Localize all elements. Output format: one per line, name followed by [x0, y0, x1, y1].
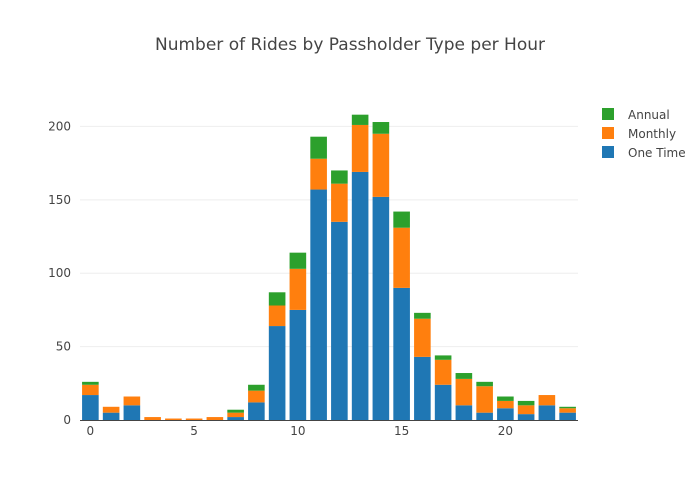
- y-tick-label: 200: [48, 119, 71, 133]
- y-tick-label: 150: [48, 193, 71, 207]
- bar-segment-one-time[interactable]: [497, 408, 514, 420]
- bar-segment-monthly[interactable]: [497, 400, 514, 409]
- bar-segment-monthly[interactable]: [165, 418, 182, 420]
- legend-item-one-time[interactable]: One Time: [602, 146, 686, 160]
- legend-label: Annual: [628, 108, 670, 122]
- bar-segment-annual[interactable]: [455, 373, 473, 379]
- bar-segment-monthly[interactable]: [310, 158, 327, 190]
- bar-segment-one-time[interactable]: [414, 356, 431, 420]
- legend-swatch: [602, 146, 614, 158]
- bar-segment-monthly[interactable]: [123, 396, 141, 406]
- legend-swatch: [602, 108, 614, 120]
- x-tick-label: 5: [190, 424, 198, 438]
- chart-title: Number of Rides by Passholder Type per H…: [155, 35, 545, 55]
- bar-segment-monthly[interactable]: [144, 417, 161, 420]
- x-tick-label: 20: [498, 424, 513, 438]
- bar-segment-monthly[interactable]: [82, 384, 99, 396]
- bar-segment-annual[interactable]: [82, 381, 99, 385]
- bar-segment-one-time[interactable]: [331, 221, 348, 420]
- bar-segment-one-time[interactable]: [82, 395, 99, 420]
- bar-segment-annual[interactable]: [517, 400, 535, 406]
- bar-segment-annual[interactable]: [497, 396, 514, 401]
- bar-segment-one-time[interactable]: [248, 402, 265, 420]
- bar-segment-one-time[interactable]: [289, 309, 307, 420]
- bar-segment-monthly[interactable]: [102, 406, 120, 413]
- bar-segment-annual[interactable]: [351, 114, 369, 125]
- bar-segment-monthly[interactable]: [227, 412, 244, 418]
- bar-segment-one-time[interactable]: [476, 412, 493, 420]
- bar-segment-one-time[interactable]: [372, 196, 390, 420]
- bar-segment-annual[interactable]: [331, 170, 348, 184]
- bar-segment-monthly[interactable]: [538, 395, 556, 406]
- bar-segment-one-time[interactable]: [123, 405, 141, 420]
- bar-segment-annual[interactable]: [289, 252, 307, 269]
- bar-segment-monthly[interactable]: [414, 318, 431, 357]
- bar-segment-one-time[interactable]: [559, 412, 576, 420]
- bar-segment-annual[interactable]: [434, 355, 452, 360]
- legend-item-annual[interactable]: Annual: [602, 108, 670, 122]
- bar-segment-annual[interactable]: [372, 122, 390, 134]
- y-tick-label: 100: [48, 266, 71, 280]
- bar-segment-monthly[interactable]: [268, 305, 286, 327]
- axes: 0 50 100 150 200 0 5 10 15 20: [48, 119, 578, 438]
- bar-segment-annual[interactable]: [476, 381, 493, 387]
- bar-segment-monthly[interactable]: [372, 133, 390, 197]
- bar-segment-monthly[interactable]: [331, 183, 348, 222]
- bar-segment-one-time[interactable]: [538, 405, 556, 420]
- bar-segment-annual[interactable]: [559, 406, 576, 409]
- bar-segment-monthly[interactable]: [517, 405, 535, 415]
- y-tick-label: 50: [56, 340, 71, 354]
- bar-segment-monthly[interactable]: [434, 359, 452, 385]
- legend-label: Monthly: [628, 127, 676, 141]
- bar-segment-monthly[interactable]: [289, 268, 307, 310]
- legend-swatch: [602, 127, 614, 139]
- bar-segment-monthly[interactable]: [393, 227, 410, 288]
- bar-segment-one-time[interactable]: [227, 417, 244, 420]
- bar-segment-monthly[interactable]: [476, 386, 493, 413]
- bar-segment-monthly[interactable]: [559, 408, 576, 413]
- bar-segment-monthly[interactable]: [455, 378, 473, 406]
- x-tick-label: 10: [290, 424, 305, 438]
- legend-label: One Time: [628, 146, 686, 160]
- bar-segment-one-time[interactable]: [455, 405, 473, 420]
- bar-segment-one-time[interactable]: [102, 412, 120, 420]
- legend-item-monthly[interactable]: Monthly: [602, 127, 676, 141]
- bar-segment-one-time[interactable]: [310, 189, 327, 420]
- bar-segment-one-time[interactable]: [268, 326, 286, 420]
- bar-segment-one-time[interactable]: [434, 384, 452, 420]
- bar-segment-monthly[interactable]: [248, 390, 265, 403]
- bar-segment-annual[interactable]: [414, 312, 431, 319]
- bar-segment-monthly[interactable]: [185, 418, 203, 420]
- x-tick-label: 15: [394, 424, 409, 438]
- bar-segment-annual[interactable]: [227, 409, 244, 413]
- bar-segment-one-time[interactable]: [393, 287, 410, 420]
- bar-segment-annual[interactable]: [393, 211, 410, 228]
- x-tick-label: 0: [87, 424, 95, 438]
- bar-segment-annual[interactable]: [248, 384, 265, 391]
- bar-segment-annual[interactable]: [310, 136, 327, 159]
- legend[interactable]: Annual Monthly One Time: [602, 108, 686, 160]
- bars: [82, 114, 576, 420]
- bar-segment-one-time[interactable]: [351, 171, 369, 420]
- bar-segment-annual[interactable]: [268, 292, 286, 306]
- bar-segment-monthly[interactable]: [351, 124, 369, 172]
- bar-segment-monthly[interactable]: [206, 417, 224, 420]
- y-tick-label: 0: [63, 413, 71, 427]
- bar-segment-one-time[interactable]: [517, 414, 535, 420]
- gridlines: [80, 125, 578, 348]
